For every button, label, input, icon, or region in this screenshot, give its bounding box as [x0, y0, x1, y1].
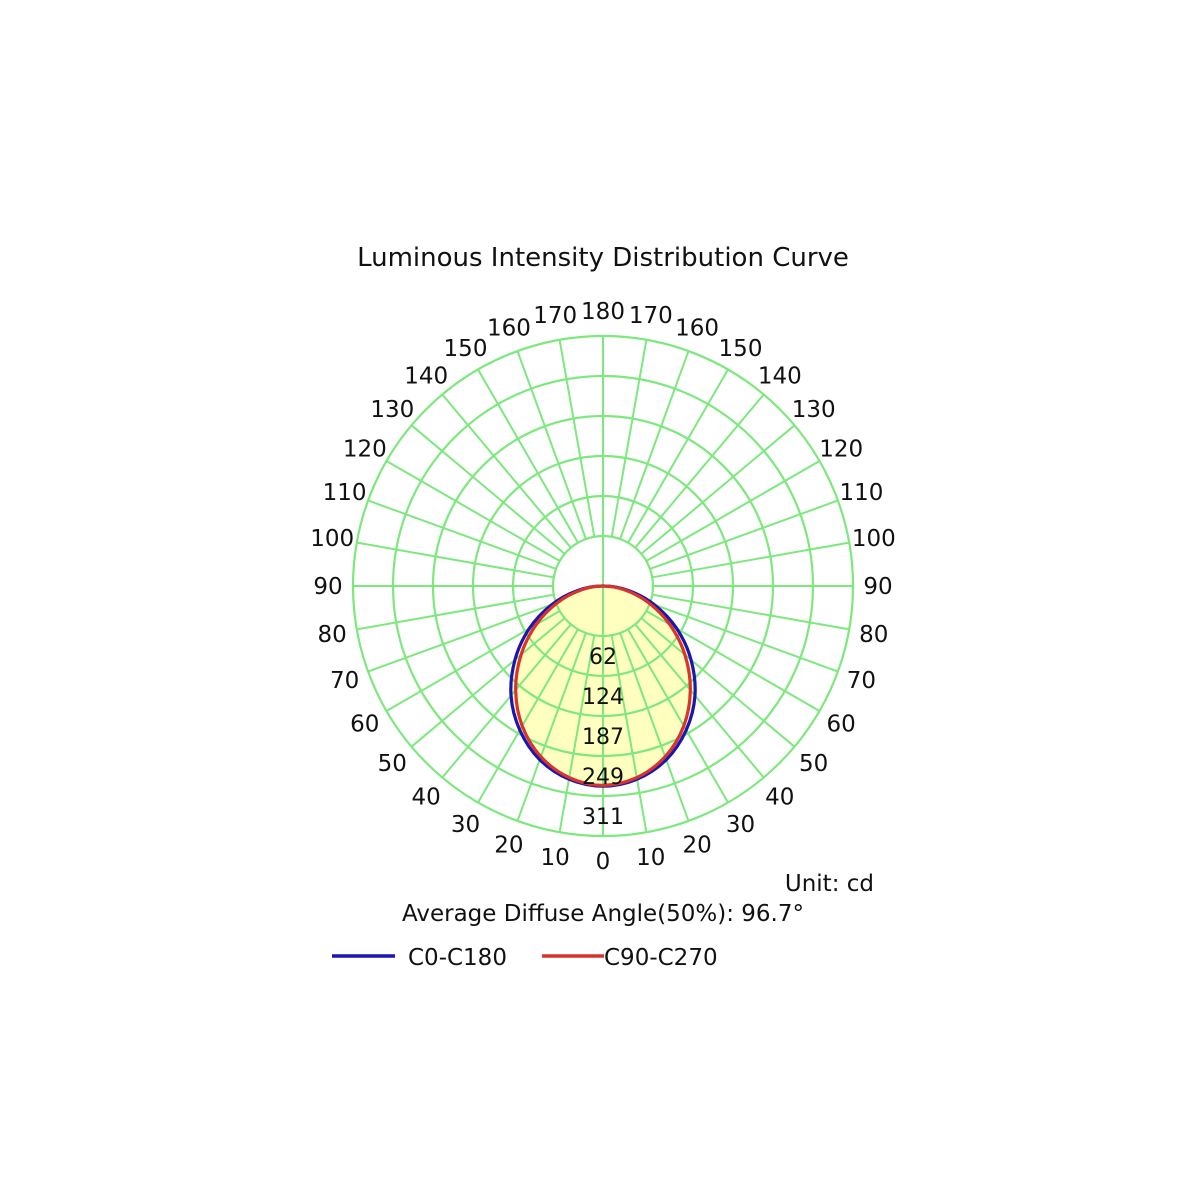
angle-label: 130: [792, 397, 836, 423]
ring-label: 187: [582, 725, 624, 750]
angle-label: 0: [596, 849, 611, 875]
legend: C0-C180 C90-C270: [332, 945, 718, 971]
angle-label: 160: [675, 316, 719, 342]
angle-label: 180: [581, 299, 625, 325]
grid-spoke: [619, 350, 690, 540]
grid-spoke: [652, 593, 850, 631]
grid-spoke: [652, 541, 850, 579]
angle-label: 160: [487, 316, 531, 342]
angle-label: 20: [494, 832, 523, 858]
grid-spoke: [610, 635, 648, 833]
angle-labels: 0102030405060708090100110120130140150160…: [310, 299, 896, 875]
grid-spoke: [619, 632, 690, 822]
grid-spoke: [441, 393, 572, 549]
grid-spoke: [385, 460, 561, 562]
angle-label: 110: [839, 480, 883, 506]
ring-label: 311: [582, 805, 624, 830]
diffuse-angle-label: Average Diffuse Angle(50%): 96.7°: [402, 901, 804, 927]
grid-spoke: [558, 339, 596, 537]
angle-label: 100: [310, 526, 354, 552]
grid-spoke: [356, 593, 554, 631]
grid-spoke: [410, 424, 566, 555]
angle-label: 130: [370, 397, 414, 423]
angle-label: 60: [350, 712, 379, 738]
grid-spoke: [367, 602, 557, 673]
grid-spoke: [634, 393, 765, 549]
angle-label: 30: [451, 812, 480, 838]
angle-label: 140: [758, 363, 802, 389]
series-curve-1: [514, 584, 692, 787]
angle-label: 110: [323, 480, 367, 506]
angle-label: 80: [318, 622, 347, 648]
grid-spoke: [640, 617, 796, 748]
legend-label-0: C0-C180: [408, 945, 507, 971]
grid-spoke: [367, 499, 557, 570]
chart-title: Luminous Intensity Distribution Curve: [357, 243, 849, 273]
angle-label: 60: [827, 712, 856, 738]
grid-spoke: [516, 350, 587, 540]
grid-spoke: [645, 460, 821, 562]
angle-label: 120: [343, 437, 387, 463]
grid-spoke: [640, 424, 796, 555]
angle-label: 170: [629, 303, 673, 329]
polar-grid: [351, 334, 855, 838]
grid-spoke: [634, 623, 765, 779]
unit-label: Unit: cd: [785, 871, 874, 897]
grid-spoke: [649, 602, 839, 673]
grid-spoke: [477, 628, 579, 804]
angle-label: 150: [444, 336, 488, 362]
angle-label: 50: [378, 751, 407, 777]
angle-label: 70: [847, 668, 876, 694]
angle-label: 10: [636, 845, 665, 871]
angle-label: 40: [765, 785, 794, 811]
angle-label: 50: [799, 751, 828, 777]
ring-label: 249: [582, 765, 624, 790]
grid-spoke: [610, 339, 648, 537]
legend-label-1: C90-C270: [604, 945, 718, 971]
angle-label: 140: [404, 363, 448, 389]
grid-spoke: [558, 635, 596, 833]
grid-spoke: [356, 541, 554, 579]
grid-spoke: [441, 623, 572, 779]
angle-label: 170: [533, 303, 577, 329]
grid-spoke: [410, 617, 566, 748]
angle-label: 80: [859, 622, 888, 648]
grid-spoke: [627, 628, 729, 804]
angle-label: 90: [863, 574, 892, 600]
angle-label: 30: [726, 812, 755, 838]
angle-label: 90: [313, 574, 342, 600]
grid-spoke: [627, 368, 729, 544]
grid-spoke: [516, 632, 587, 822]
angle-label: 150: [719, 336, 763, 362]
angle-label: 120: [819, 437, 863, 463]
ring-labels: 62 124 187 249 311: [582, 645, 624, 830]
ring-label: 124: [582, 685, 624, 710]
angle-label: 70: [330, 668, 359, 694]
angle-label: 20: [682, 832, 711, 858]
series-curves: [509, 584, 697, 788]
angle-label: 100: [852, 526, 896, 552]
grid-spoke: [649, 499, 839, 570]
angle-label: 40: [412, 785, 441, 811]
ring-label: 62: [589, 645, 617, 670]
grid-spoke: [477, 368, 579, 544]
angle-label: 10: [541, 845, 570, 871]
